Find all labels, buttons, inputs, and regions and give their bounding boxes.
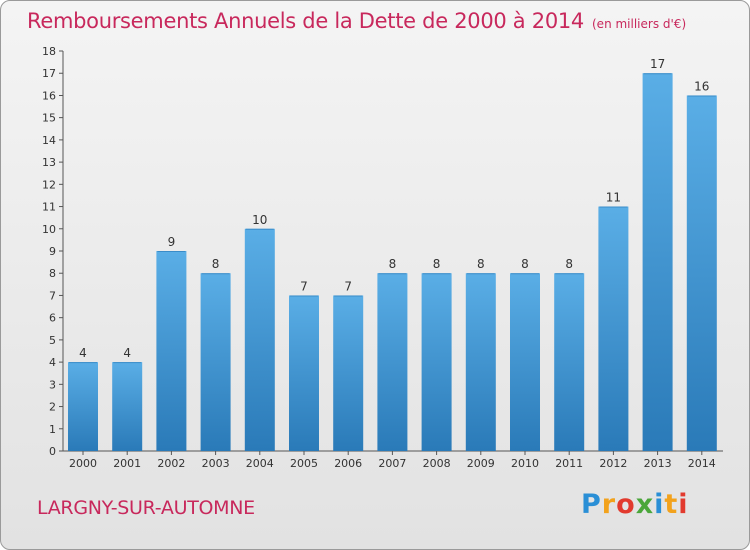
logo-letter: r <box>601 489 617 520</box>
x-tick-label: 2010 <box>511 457 539 470</box>
data-label: 4 <box>79 346 87 360</box>
data-label: 8 <box>212 257 220 271</box>
bar <box>156 251 187 451</box>
data-label: 11 <box>606 191 621 205</box>
y-tick-label: 9 <box>49 245 56 258</box>
bar <box>68 362 98 451</box>
bar <box>289 295 319 451</box>
y-tick-label: 4 <box>49 356 56 369</box>
data-label: 10 <box>252 213 267 227</box>
x-tick-label: 2009 <box>467 457 495 470</box>
commune-name: LARGNY-SUR-AUTOMNE <box>37 497 255 519</box>
bar <box>686 95 717 451</box>
data-label: 8 <box>389 257 397 271</box>
bar <box>421 273 452 451</box>
x-tick-label: 2002 <box>157 457 185 470</box>
y-tick-label: 18 <box>42 45 56 58</box>
data-label: 8 <box>477 257 485 271</box>
bar <box>554 273 585 451</box>
y-tick-label: 13 <box>42 156 56 169</box>
bar <box>377 273 408 451</box>
data-label: 17 <box>650 57 665 71</box>
bar <box>200 273 231 451</box>
x-tick-label: 2005 <box>290 457 318 470</box>
x-tick-label: 2006 <box>334 457 362 470</box>
x-tick-label: 2011 <box>555 457 583 470</box>
logo-letter: P <box>581 489 602 520</box>
bar <box>510 273 540 451</box>
y-tick-label: 3 <box>49 378 56 391</box>
bar <box>465 273 496 451</box>
chart-title: Remboursements Annuels de la Dette de 20… <box>27 9 686 33</box>
y-tick-label: 5 <box>49 334 56 347</box>
y-tick-label: 1 <box>49 423 56 436</box>
bar <box>112 362 143 451</box>
proxiti-logo[interactable]: Proxiti <box>581 489 689 520</box>
logo-letter: t <box>664 489 679 520</box>
chart-unit: (en milliers d'€) <box>592 17 687 31</box>
logo-letter: x <box>635 489 655 520</box>
x-tick-label: 2000 <box>69 457 97 470</box>
x-tick-label: 2012 <box>599 457 627 470</box>
x-tick-label: 2007 <box>378 457 406 470</box>
y-tick-label: 7 <box>49 289 56 302</box>
x-tick-label: 2013 <box>644 457 672 470</box>
bar <box>333 295 364 451</box>
x-tick-label: 2003 <box>202 457 230 470</box>
data-label: 7 <box>300 279 308 293</box>
y-tick-label: 17 <box>42 67 56 80</box>
data-label: 8 <box>433 257 441 271</box>
y-tick-label: 12 <box>42 178 56 191</box>
x-tick-label: 2014 <box>688 457 716 470</box>
y-tick-label: 15 <box>42 112 56 125</box>
chart-labels: 4 2000 4 2001 9 2002 8 2003 10 2004 7 2005 7 2006 8 200… <box>69 57 716 470</box>
logo-letter: i <box>654 489 665 520</box>
data-label: 8 <box>521 257 529 271</box>
data-label: 9 <box>168 235 176 249</box>
data-label: 8 <box>565 257 573 271</box>
y-tick-label: 8 <box>49 267 56 280</box>
y-tick-label: 6 <box>49 312 56 325</box>
data-label: 7 <box>344 279 352 293</box>
y-tick-label: 0 <box>49 445 56 458</box>
x-tick-label: 2008 <box>423 457 451 470</box>
y-tick-label: 10 <box>42 223 56 236</box>
bar <box>598 206 629 451</box>
x-tick-label: 2004 <box>246 457 274 470</box>
logo-letter: i <box>678 489 689 520</box>
y-tick-label: 16 <box>42 89 56 102</box>
x-tick-label: 2001 <box>113 457 141 470</box>
bar <box>642 73 673 451</box>
bar <box>244 228 275 451</box>
logo-letter: o <box>616 489 636 520</box>
data-label: 4 <box>123 346 131 360</box>
y-tick-label: 14 <box>42 134 56 147</box>
y-tick-label: 11 <box>42 201 56 214</box>
y-tick-label: 2 <box>49 401 56 414</box>
data-label: 16 <box>694 79 709 93</box>
chart-title-text: Remboursements Annuels de la Dette de 20… <box>27 9 584 33</box>
chart-bars <box>68 73 717 451</box>
